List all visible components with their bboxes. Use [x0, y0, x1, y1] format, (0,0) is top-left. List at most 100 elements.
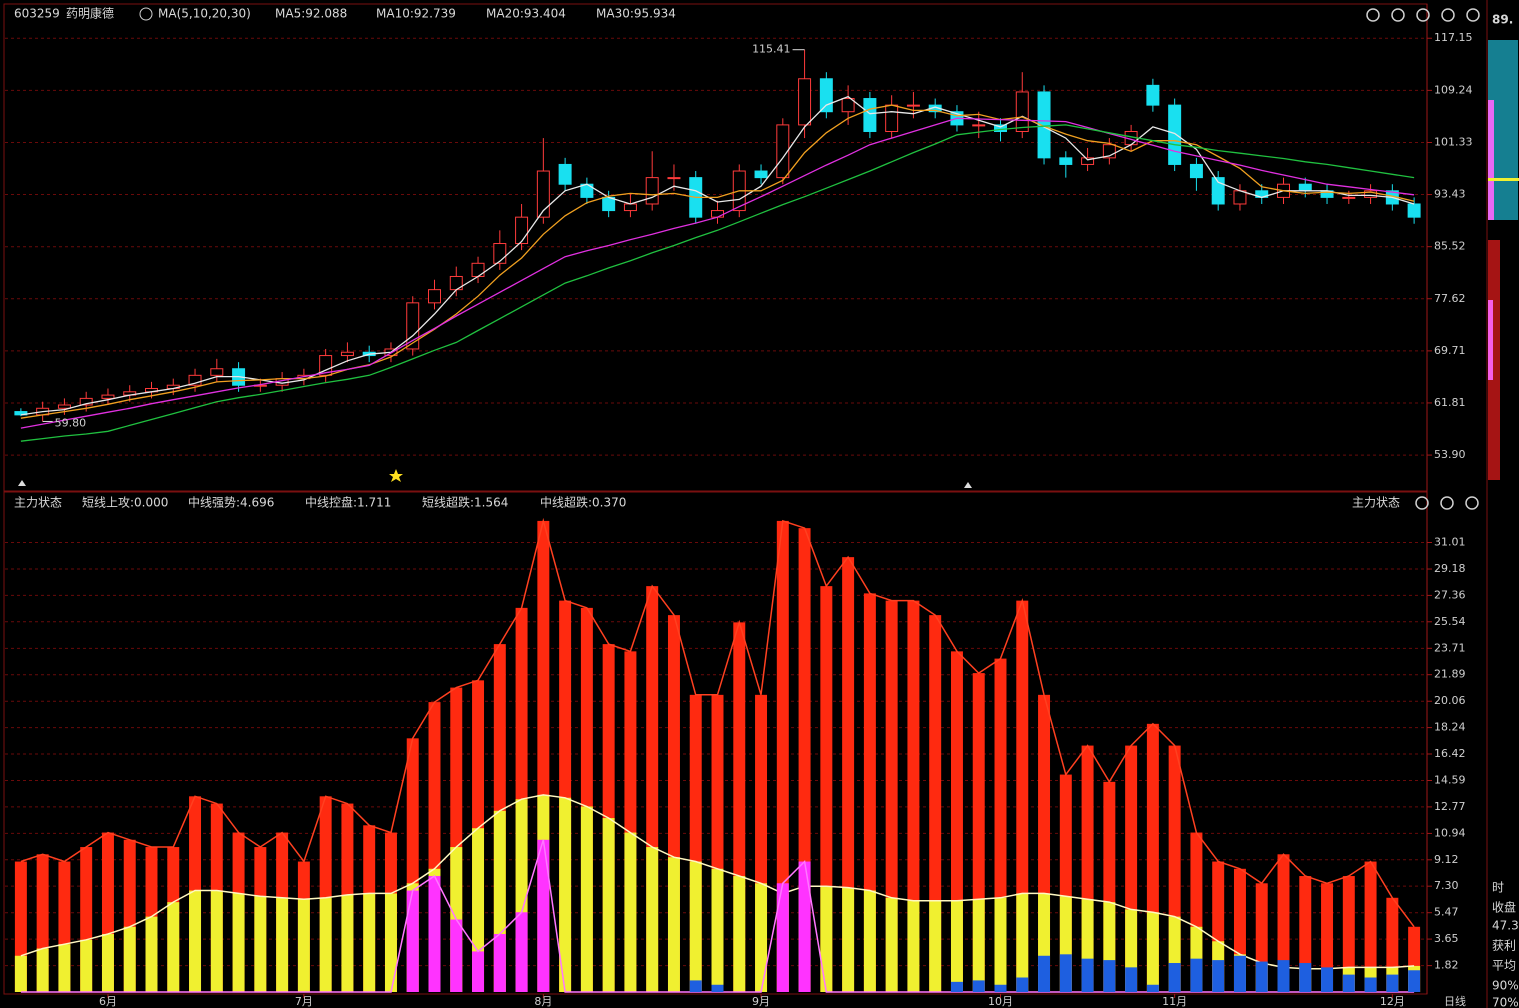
y-tick-label: 21.89	[1434, 668, 1466, 681]
indicator-bar	[559, 600, 572, 992]
indicator-bar	[515, 799, 528, 992]
indicator-bar	[297, 899, 310, 992]
candle-body	[1015, 91, 1029, 132]
indicator-bar	[559, 797, 572, 992]
indicator-bar	[1059, 954, 1072, 992]
indicator-bar	[1386, 897, 1399, 992]
indicator-bar	[1146, 723, 1159, 992]
indicator-bar	[1190, 832, 1203, 992]
candle-body	[754, 170, 768, 179]
indicator-bar	[145, 916, 158, 992]
candle-body	[493, 243, 507, 264]
candle-body	[1146, 84, 1160, 106]
legend-entry: 中线控盘:1.711	[305, 495, 391, 510]
candle-body	[972, 124, 986, 127]
indicator-bar	[428, 702, 441, 992]
indicator-bar	[1103, 902, 1116, 992]
indicator-bar	[1255, 961, 1268, 992]
indicator-icon[interactable]	[139, 7, 153, 21]
indicator-bar	[58, 944, 71, 992]
candle-body	[1081, 157, 1095, 165]
indicator-bar	[689, 980, 702, 992]
indicator-bar	[646, 586, 659, 992]
y-tick-label: 23.71	[1434, 641, 1466, 654]
indicator-bar	[1059, 896, 1072, 992]
indicator-bar	[929, 900, 942, 992]
candle-body	[471, 262, 485, 277]
indicator-bar	[972, 899, 985, 992]
indicator-bar	[733, 876, 746, 992]
y-tick-label: 93.43	[1434, 188, 1466, 201]
candle-body	[79, 397, 93, 406]
volume-profile	[1488, 40, 1519, 480]
indicator-bar	[667, 857, 680, 992]
candle-body	[863, 98, 877, 132]
candle-body	[776, 124, 790, 179]
indicator-bar	[36, 948, 49, 992]
candle-body	[1037, 91, 1051, 159]
candle-body	[1102, 144, 1116, 159]
candle-body	[319, 355, 333, 376]
indicator-bar	[580, 806, 593, 992]
side-label: 89.	[1492, 13, 1513, 27]
indicator-bar	[450, 919, 463, 992]
ma-line	[20, 104, 1415, 419]
panel-title: 主力状态	[14, 496, 62, 510]
y-tick-label: 53.90	[1434, 448, 1466, 461]
indicator-bar	[1168, 963, 1181, 992]
indicator-bar	[863, 593, 876, 992]
indicator-bar	[1321, 967, 1334, 992]
toolbar-icons[interactable]	[1366, 8, 1480, 22]
indicator-bar	[1364, 861, 1377, 992]
ma-line	[20, 124, 1415, 442]
candle-body	[1298, 183, 1312, 192]
y-tick-label: 1.82	[1434, 959, 1459, 972]
low-annotation: 59.80	[55, 416, 87, 429]
indicator-line	[20, 517, 1415, 928]
indicator-bar	[1168, 745, 1181, 992]
candle-body	[1364, 190, 1378, 198]
indicator-bar	[798, 861, 811, 992]
y-tick-label: 10.94	[1434, 826, 1466, 839]
indicator-bar	[1146, 912, 1159, 992]
y-tick-label: 9.12	[1434, 853, 1459, 866]
x-tick-label: 12月	[1380, 995, 1405, 1008]
indicator-bar	[14, 861, 27, 992]
indicator-bar	[1408, 926, 1421, 992]
indicator-bar	[711, 984, 724, 992]
indicator-bar	[384, 893, 397, 992]
indicator-bar	[1059, 774, 1072, 992]
indicator-bar	[776, 883, 789, 992]
indicator-bar	[1168, 916, 1181, 992]
panel-icons[interactable]	[1415, 496, 1479, 510]
indicator-bar	[319, 897, 332, 992]
candle-body	[645, 177, 659, 205]
indicator-bar	[450, 687, 463, 992]
candle-body	[515, 216, 529, 245]
candle-body	[798, 78, 812, 126]
indicator-bar	[711, 694, 724, 992]
indicator-bar	[950, 900, 963, 992]
candle-body	[428, 289, 441, 304]
candle-body	[841, 98, 855, 113]
indicator-bar	[733, 622, 746, 992]
candle-body	[101, 394, 115, 399]
y-tick-label: 69.71	[1434, 344, 1466, 357]
side-label: 90%	[1492, 979, 1519, 993]
y-tick-label: 20.06	[1434, 694, 1466, 707]
y-tick-label: 29.18	[1434, 562, 1466, 575]
legend-entry: 中线超跌:0.370	[540, 495, 626, 510]
candle-body	[1189, 163, 1203, 179]
indicator-bar	[689, 694, 702, 992]
y-tick-label: 25.54	[1434, 615, 1466, 628]
indicator-bar	[1016, 600, 1029, 992]
indicator-bar	[319, 796, 332, 992]
indicator-bar	[994, 984, 1007, 992]
indicator-bar	[1277, 854, 1290, 992]
candle-body	[1168, 104, 1182, 165]
indicator-bar	[101, 934, 114, 992]
candle-body	[406, 302, 420, 350]
y-tick-label: 7.30	[1434, 879, 1459, 892]
candle-body	[558, 163, 572, 185]
